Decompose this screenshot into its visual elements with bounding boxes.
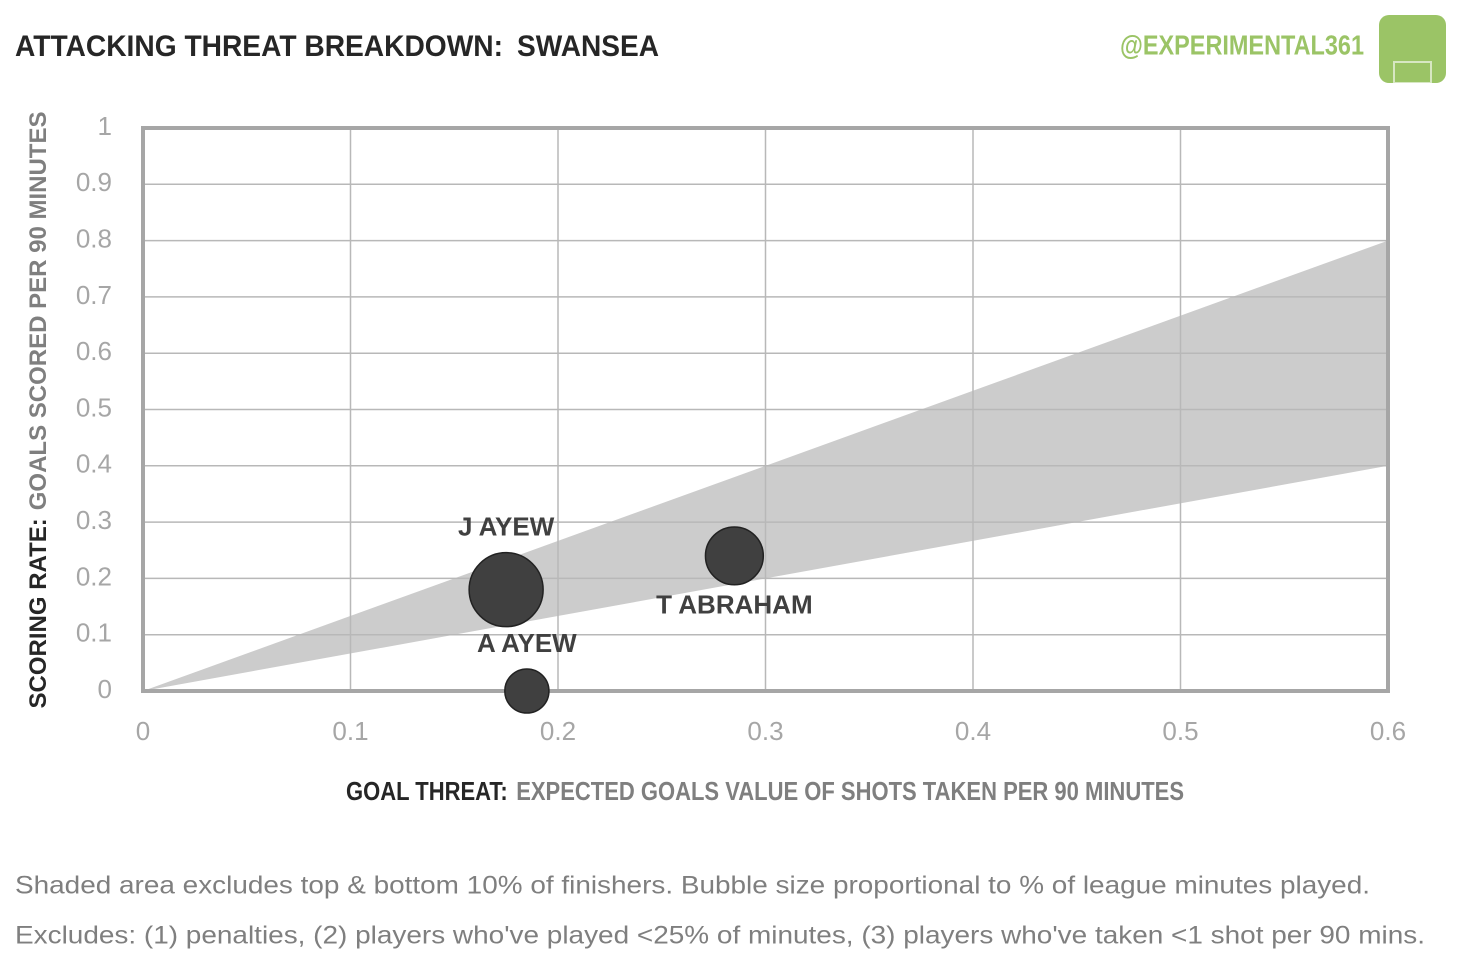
y-tick-label: 0.2 <box>76 561 112 591</box>
y-label-light: GOALS SCORED PER 90 MINUTES <box>25 112 52 511</box>
logo <box>1379 15 1446 84</box>
note: Excludes: (1) penalties, (2) players who… <box>15 922 1425 950</box>
x-tick-label: 0.4 <box>955 716 991 746</box>
y-tick-label: 0.7 <box>76 280 112 310</box>
note: Shaded area excludes top & bottom 10% of… <box>15 872 1370 900</box>
y-tick-label: 0.8 <box>76 223 112 253</box>
x-tick-label: 0 <box>136 716 150 746</box>
title-main: ATTACKING THREAT BREAKDOWN: <box>15 30 503 63</box>
logo-box <box>1379 15 1446 83</box>
y-tick-label: 0.1 <box>76 618 112 648</box>
y-tick-label: 0.4 <box>76 449 112 479</box>
chart-title: ATTACKING THREAT BREAKDOWN: SWANSEA <box>15 30 659 63</box>
x-tick-label: 0.1 <box>332 716 368 746</box>
plot-frame <box>141 126 1390 693</box>
x-tick-label: 0.2 <box>540 716 576 746</box>
bubble-label: A AYEW <box>477 628 577 658</box>
x-axis-label: GOAL THREAT: EXPECTED GOALS VALUE OF SHOT… <box>346 776 1184 806</box>
bubble <box>468 551 544 628</box>
x-tick-label: 0.5 <box>1162 716 1198 746</box>
y-tick-label: 1 <box>98 111 112 141</box>
bubble <box>504 668 550 714</box>
x-tick-label: 0.6 <box>1370 716 1406 746</box>
bubble <box>704 526 765 586</box>
y-tick-label: 0.9 <box>76 167 112 197</box>
bubble-label: J AYEW <box>458 512 555 542</box>
y-tick-label: 0 <box>98 674 112 704</box>
title-team: SWANSEA <box>517 30 659 63</box>
logo-mark <box>1393 61 1432 84</box>
y-label-bold: SCORING RATE: <box>25 518 52 708</box>
x-label-bold: GOAL THREAT: <box>346 776 508 806</box>
bubble-label: T ABRAHAM <box>656 590 812 620</box>
y-tick-label: 0.3 <box>76 505 112 535</box>
y-tick-label: 0.6 <box>76 336 112 366</box>
x-label-light: EXPECTED GOALS VALUE OF SHOTS TAKEN PER … <box>516 776 1184 806</box>
y-axis-label: SCORING RATE: GOALS SCORED PER 90 MINUTES <box>25 112 52 709</box>
y-tick-label: 0.5 <box>76 392 112 422</box>
x-tick-label: 0.3 <box>747 716 783 746</box>
handle: @EXPERIMENTAL361 <box>1120 29 1364 60</box>
